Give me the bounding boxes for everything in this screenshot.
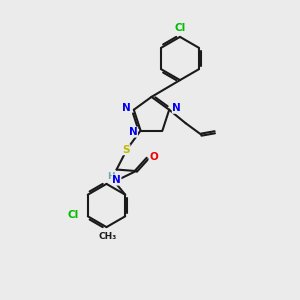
Text: N: N bbox=[112, 175, 121, 185]
Text: N: N bbox=[172, 103, 181, 113]
Text: Cl: Cl bbox=[68, 210, 79, 220]
Text: N: N bbox=[122, 103, 131, 113]
Text: O: O bbox=[149, 152, 158, 162]
Text: N: N bbox=[129, 127, 137, 137]
Text: CH₃: CH₃ bbox=[99, 232, 117, 241]
Text: H: H bbox=[107, 172, 114, 181]
Text: Cl: Cl bbox=[174, 23, 186, 33]
Text: S: S bbox=[122, 145, 130, 155]
